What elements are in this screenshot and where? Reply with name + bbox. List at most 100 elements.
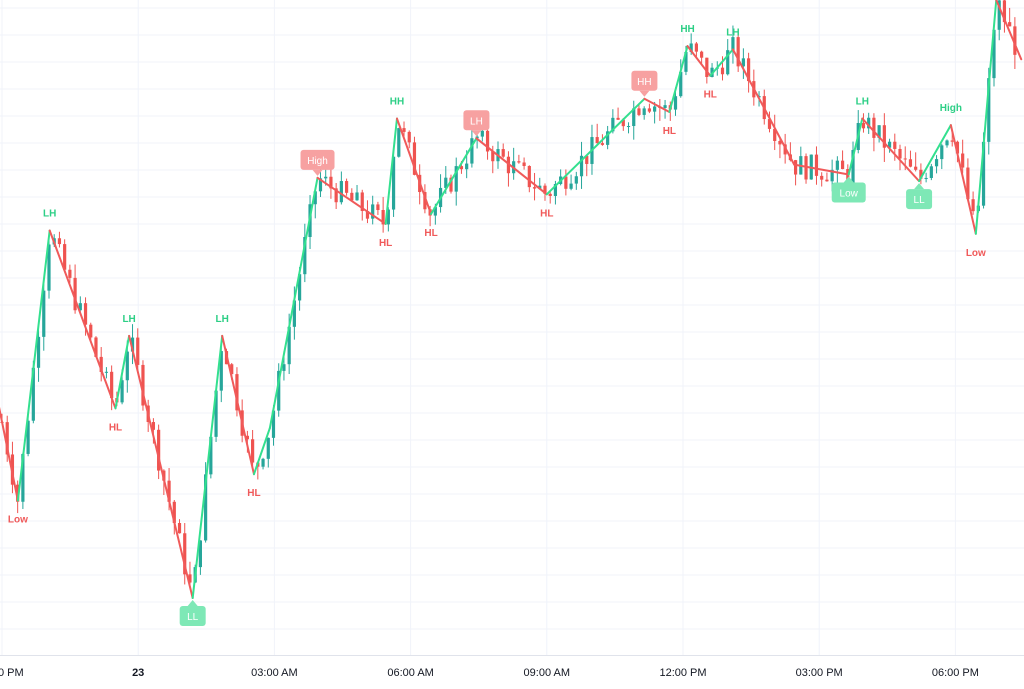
candle-body [297, 274, 302, 301]
zigzag-segment [16, 229, 51, 502]
zigzag-segment [384, 117, 398, 225]
candle-body [579, 155, 584, 177]
candle-body [204, 474, 208, 541]
candle-body [350, 192, 354, 201]
candle-body [412, 142, 417, 175]
candle-body [47, 244, 51, 291]
candle-body [36, 336, 41, 368]
candle-body [360, 192, 364, 212]
candle-body [600, 143, 605, 145]
candle-body [564, 176, 568, 189]
candle-body [292, 300, 296, 327]
candle-body [778, 141, 782, 145]
candle-body [893, 141, 897, 149]
candle-body [966, 167, 970, 200]
candle-body [397, 128, 401, 157]
candle-body [914, 166, 918, 170]
pivot-labels: Low LH HL LH LL LH HL High HL HH HL LH HL HH HL HH HL LH L… [8, 24, 986, 626]
candle-body [1008, 22, 1012, 27]
candle-body [981, 141, 986, 206]
candle-body [814, 154, 819, 176]
zigzag-segment [668, 45, 689, 113]
pivot-bubble: High [300, 149, 335, 176]
zigzag-segment [0, 406, 19, 502]
candle-body [313, 191, 317, 205]
candle-body [444, 177, 448, 188]
candle-body [767, 119, 772, 129]
bubble-box [906, 189, 933, 210]
bubble-box [179, 606, 206, 626]
candle-body [846, 169, 850, 185]
time-axis[interactable]: 0 PM 23 03:00 AM 06:00 AM 09:00 AM 12:00 PM 03… [0, 667, 979, 679]
candle-body [616, 117, 620, 120]
candle-body [130, 337, 135, 352]
candle-body [955, 141, 960, 154]
candle-body [689, 43, 693, 52]
candle-body [653, 106, 657, 112]
candle-body [355, 192, 359, 201]
pivot-label: Low [966, 248, 986, 259]
zigzag-segment [128, 334, 194, 599]
pivot-label: Low [840, 189, 859, 200]
candle-body [747, 58, 751, 82]
pivot-label: HL [379, 238, 392, 249]
zigzag-segment [995, 0, 1023, 61]
x-tick-label: 03:00 AM [251, 667, 297, 679]
bubble-box [631, 70, 658, 91]
zigzag-segment [974, 0, 998, 235]
zigzag-segment [731, 48, 796, 166]
bubble-box [463, 110, 490, 131]
pivot-label: HL [663, 126, 676, 137]
candle-body [501, 149, 505, 157]
candle-body [42, 290, 46, 337]
candle-body [887, 141, 892, 148]
zigzag-segment [686, 45, 712, 77]
pivot-label: HH [637, 77, 651, 88]
candle-body [825, 179, 829, 182]
candle-body [1013, 26, 1017, 55]
zigzag-segment [48, 229, 117, 410]
pivot-label: LH [43, 209, 56, 220]
candle-body [621, 119, 625, 127]
candle-body [376, 204, 380, 210]
candle-body [365, 211, 370, 219]
candle-body [971, 199, 975, 212]
candle-body [57, 238, 62, 245]
candle-body [63, 244, 67, 270]
pivot-label: HH [390, 97, 404, 108]
candle-body [673, 96, 678, 110]
zigzag-lines [0, 0, 1023, 599]
candle-body [334, 188, 338, 203]
candle-body [861, 123, 866, 129]
x-tick-label: 23 [132, 667, 144, 679]
candle-body [945, 140, 949, 146]
zigzag-segment [847, 117, 864, 176]
candle-body [73, 277, 77, 311]
candle-body [245, 435, 249, 440]
zigzag-segment [252, 427, 271, 476]
candle-body [569, 183, 573, 189]
zigzag-segment [114, 334, 131, 410]
candle-body [183, 533, 187, 575]
candle-body [663, 105, 667, 108]
pivot-bubble: LH [463, 110, 490, 137]
candle-body [694, 43, 698, 52]
candle-body [94, 337, 98, 357]
candle-body [261, 458, 265, 467]
candle-body [470, 138, 474, 164]
candle-body [773, 128, 777, 142]
candle-body [872, 117, 876, 138]
candle-body [908, 159, 913, 167]
candle-body [251, 439, 255, 463]
bubble-pointer [639, 90, 650, 97]
candle-body [344, 181, 349, 193]
candle-body [110, 371, 114, 399]
pivot-label: LH [122, 314, 135, 325]
grid-lines [0, 0, 1024, 656]
candle-body [877, 125, 881, 138]
x-tick-label: 03:00 PM [796, 667, 843, 679]
candle-body [433, 207, 437, 216]
candle-body [303, 236, 307, 275]
